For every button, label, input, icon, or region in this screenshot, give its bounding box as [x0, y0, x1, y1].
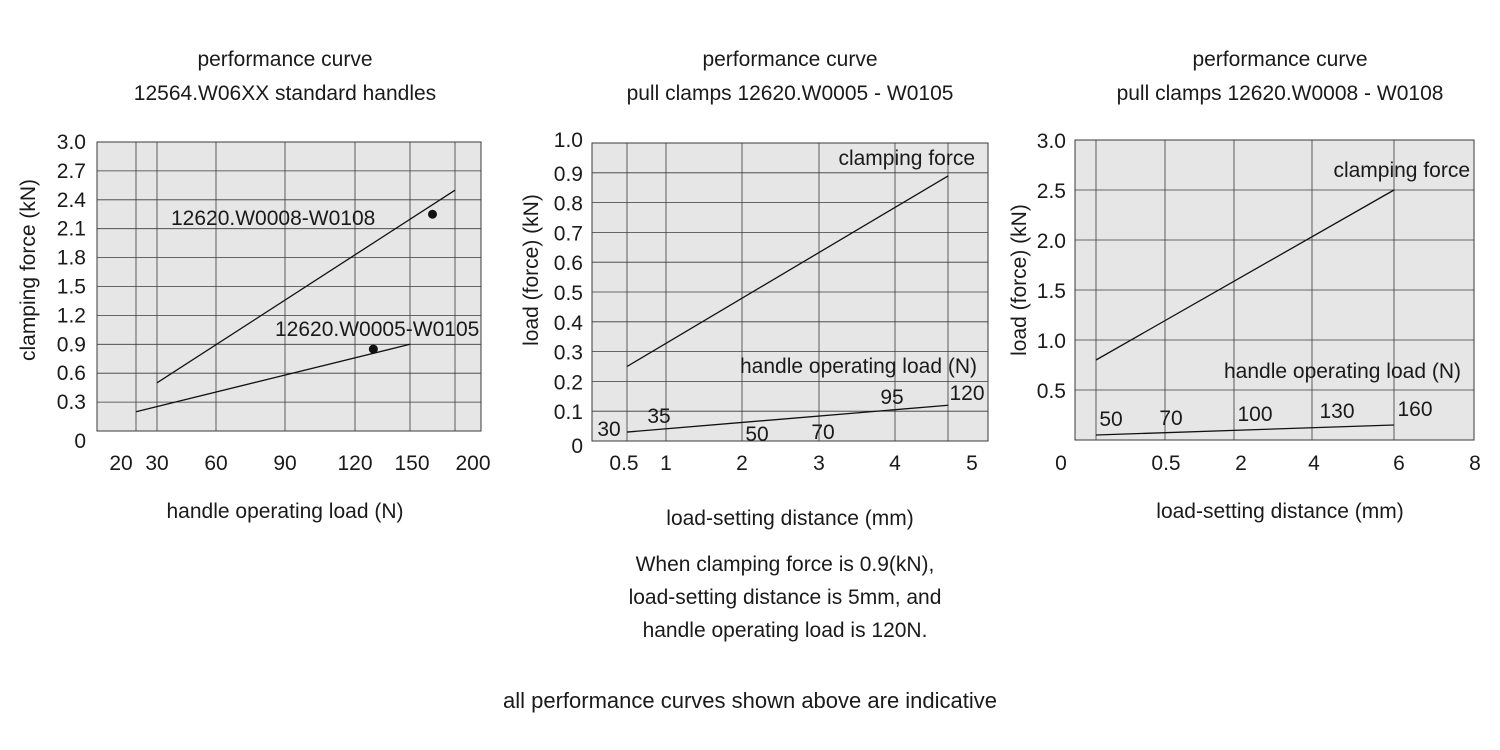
chart2-xtick-3: 3	[813, 452, 825, 475]
chart3-xtick-1: 0.5	[1151, 452, 1180, 475]
chart1-series-1-label: 12620.W0005-W0105	[275, 318, 479, 341]
chart2-title: performance curve pull clamps 12620.W000…	[570, 43, 1010, 111]
chart2-ylabel: load (force) (kN)	[520, 194, 543, 346]
chart2-xtick-1: 1	[660, 452, 672, 475]
chart2-series-1-label: handle operating load (N)	[740, 355, 977, 378]
chart3-xlabel: load-setting distance (mm)	[1156, 500, 1404, 523]
chart1-xtick-2: 60	[204, 452, 227, 475]
chart1-ylabel: clamping force (kN)	[17, 179, 40, 361]
chart3-load-label-1: 70	[1159, 407, 1182, 430]
footer-disclaimer: all performance curves shown above are i…	[502, 688, 998, 713]
chart1-ytick-6: 1.8	[57, 247, 86, 270]
chart1-series-0-label: 12620.W0008-W0108	[171, 207, 375, 230]
chart2-ytick-7: 0.7	[554, 222, 583, 245]
chart1-xtick-5: 150	[394, 452, 429, 475]
chart2-ytick-2: 0.2	[554, 371, 583, 394]
chart1-title-line2: 12564.W06XX standard handles	[133, 82, 437, 105]
chart1-ytick-1: 0.3	[57, 391, 86, 414]
chart2-ytick-6: 0.6	[554, 252, 583, 275]
chart3-load-label-2: 100	[1237, 403, 1272, 426]
note-line2: load-setting distance is 5mm, and	[628, 586, 942, 609]
chart1-xtick-0: 20	[109, 452, 132, 475]
chart2-ytick-0: 0	[571, 435, 583, 458]
chart1-title-line1: performance curve	[197, 48, 373, 71]
chart3-ytick-5: 3.0	[1037, 130, 1066, 153]
chart2-title-line2: pull clamps 12620.W0005 - W0105	[626, 82, 954, 105]
chart3-ytick-3: 2.0	[1037, 230, 1066, 253]
chart3-series-1-label: handle operating load (N)	[1224, 360, 1461, 383]
chart2-load-label-2: 50	[745, 423, 768, 446]
chart2-xtick-4: 4	[889, 452, 901, 475]
chart1-series-0-marker	[428, 209, 437, 219]
chart1-xtick-3: 90	[273, 452, 296, 475]
chart2-ytick-3: 0.3	[554, 342, 583, 365]
chart1-xtick-4: 120	[337, 452, 372, 475]
chart2-series-0-label: clamping force	[838, 147, 975, 170]
chart3-title-line2: pull clamps 12620.W0008 - W0108	[1116, 82, 1444, 105]
chart1-ytick-8: 2.4	[57, 189, 87, 212]
chart2-xtick-5: 5	[966, 452, 978, 475]
chart3-ytick-4: 2.5	[1037, 180, 1066, 203]
chart2-note: When clamping force is 0.9(kN), load-set…	[540, 548, 1030, 647]
chart2-ytick-5: 0.5	[554, 282, 583, 305]
chart1-ytick-10: 3.0	[57, 131, 86, 154]
chart3-load-label-0: 50	[1099, 408, 1122, 431]
chart2-title-line1: performance curve	[702, 48, 878, 71]
chart1-series-1-line	[135, 343, 411, 413]
note-line3: handle operating load is 120N.	[642, 619, 928, 642]
chart1-xtick-1: 30	[145, 452, 168, 475]
chart1-xtick-6: 200	[455, 452, 490, 475]
chart1-xlabel: handle operating load (N)	[166, 500, 404, 523]
chart2-ytick-4: 0.4	[554, 312, 584, 335]
chart3-series-0-line	[1095, 189, 1395, 361]
chart2-ytick-10: 1.0	[554, 129, 583, 152]
chart1-title: performance curve 12564.W06XX standard h…	[85, 43, 485, 111]
chart3-ytick-2: 1.5	[1037, 280, 1066, 303]
chart3-ylabel: load (force) (kN)	[1008, 204, 1031, 356]
chart1-ytick-5: 1.5	[57, 276, 86, 299]
chart3-series-0-label: clamping force	[1333, 159, 1470, 182]
chart3-ytick-1: 1.0	[1037, 330, 1066, 353]
chart2-ytick-9: 0.9	[554, 163, 583, 186]
chart3-title: performance curve pull clamps 12620.W000…	[1060, 43, 1500, 111]
chart3-title-line1: performance curve	[1192, 48, 1368, 71]
chart3-load-label-4: 160	[1397, 398, 1432, 421]
chart2-load-label-5: 120	[949, 382, 984, 405]
note-line1: When clamping force is 0.9(kN),	[635, 553, 935, 576]
chart1-ytick-9: 2.7	[57, 160, 86, 183]
chart1-ytick-7: 2.1	[57, 218, 86, 241]
chart3-xtick-4: 6	[1393, 452, 1405, 475]
chart1-series-1-marker	[368, 344, 378, 354]
chart3-load-label-3: 130	[1319, 400, 1354, 423]
chart3-xtick-0: 0	[1055, 452, 1067, 475]
chart1-ytick-0: 0	[74, 430, 86, 453]
chart2-xtick-0: 0.5	[609, 452, 638, 475]
chart2-xlabel: load-setting distance (mm)	[666, 507, 914, 530]
chart3-xtick-2: 2	[1235, 452, 1247, 475]
chart2-load-label-1: 35	[647, 405, 670, 428]
chart3-ytick-0: 0.5	[1037, 380, 1066, 403]
chart2-load-label-4: 95	[880, 386, 903, 409]
chart2-xtick-2: 2	[736, 452, 748, 475]
chart2-series-0-line	[626, 175, 949, 368]
chart2-load-label-3: 70	[811, 421, 834, 444]
chart1-ytick-4: 1.2	[57, 304, 86, 327]
chart1-ytick-3: 0.9	[57, 333, 86, 356]
chart1-series-0-line	[156, 189, 456, 384]
chart2-ytick-1: 0.1	[554, 401, 583, 424]
chart2-ytick-8: 0.8	[554, 193, 583, 216]
chart2-load-label-0: 30	[597, 418, 620, 441]
chart3-xtick-5: 8	[1469, 452, 1481, 475]
chart2-series-1-line	[626, 404, 949, 433]
chart3-series-1-line	[1095, 424, 1395, 436]
chart1-ytick-2: 0.6	[57, 362, 86, 385]
chart3-xtick-3: 4	[1308, 452, 1320, 475]
